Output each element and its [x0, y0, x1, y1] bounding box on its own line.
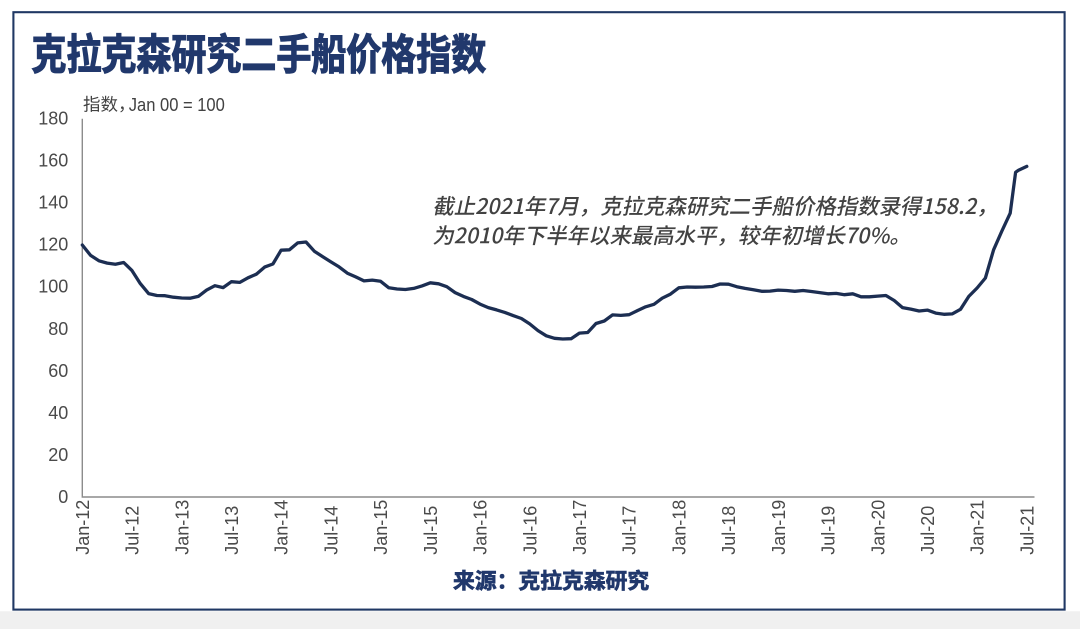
svg-text:Jan-21: Jan-21 [968, 500, 988, 555]
svg-text:0: 0 [58, 487, 68, 507]
svg-text:Jan-14: Jan-14 [272, 500, 292, 555]
svg-text:Jul-17: Jul-17 [620, 506, 640, 555]
svg-text:40: 40 [48, 403, 68, 423]
svg-text:Jan-18: Jan-18 [669, 500, 689, 555]
svg-text:Jan-17: Jan-17 [570, 500, 590, 555]
svg-text:120: 120 [38, 235, 68, 255]
svg-text:20: 20 [48, 445, 68, 465]
svg-text:Jan-20: Jan-20 [868, 500, 888, 555]
svg-text:60: 60 [48, 361, 68, 381]
svg-text:Jan-13: Jan-13 [172, 500, 192, 555]
svg-text:Jan-12: Jan-12 [73, 500, 93, 555]
svg-text:Jan-16: Jan-16 [471, 500, 491, 555]
svg-text:Jan-19: Jan-19 [769, 500, 789, 555]
svg-text:Jul-15: Jul-15 [421, 506, 441, 555]
svg-text:Jul-14: Jul-14 [322, 506, 342, 555]
svg-text:Jul-19: Jul-19 [819, 506, 839, 555]
svg-text:160: 160 [38, 151, 68, 171]
svg-text:Jul-13: Jul-13 [222, 506, 242, 555]
svg-text:Jul-21: Jul-21 [1017, 506, 1037, 555]
svg-text:Jul-16: Jul-16 [520, 506, 540, 555]
svg-text:Jan 00 = 100: Jan 00 = 100 [129, 94, 225, 115]
svg-text:Jan-15: Jan-15 [371, 500, 391, 555]
svg-text:80: 80 [48, 319, 68, 339]
svg-text:140: 140 [38, 193, 68, 213]
svg-text:Jul-20: Jul-20 [918, 506, 938, 555]
svg-text:180: 180 [38, 109, 68, 129]
svg-text:Jul-18: Jul-18 [719, 506, 739, 555]
svg-text:Jul-12: Jul-12 [123, 506, 143, 555]
svg-text:100: 100 [38, 277, 68, 297]
